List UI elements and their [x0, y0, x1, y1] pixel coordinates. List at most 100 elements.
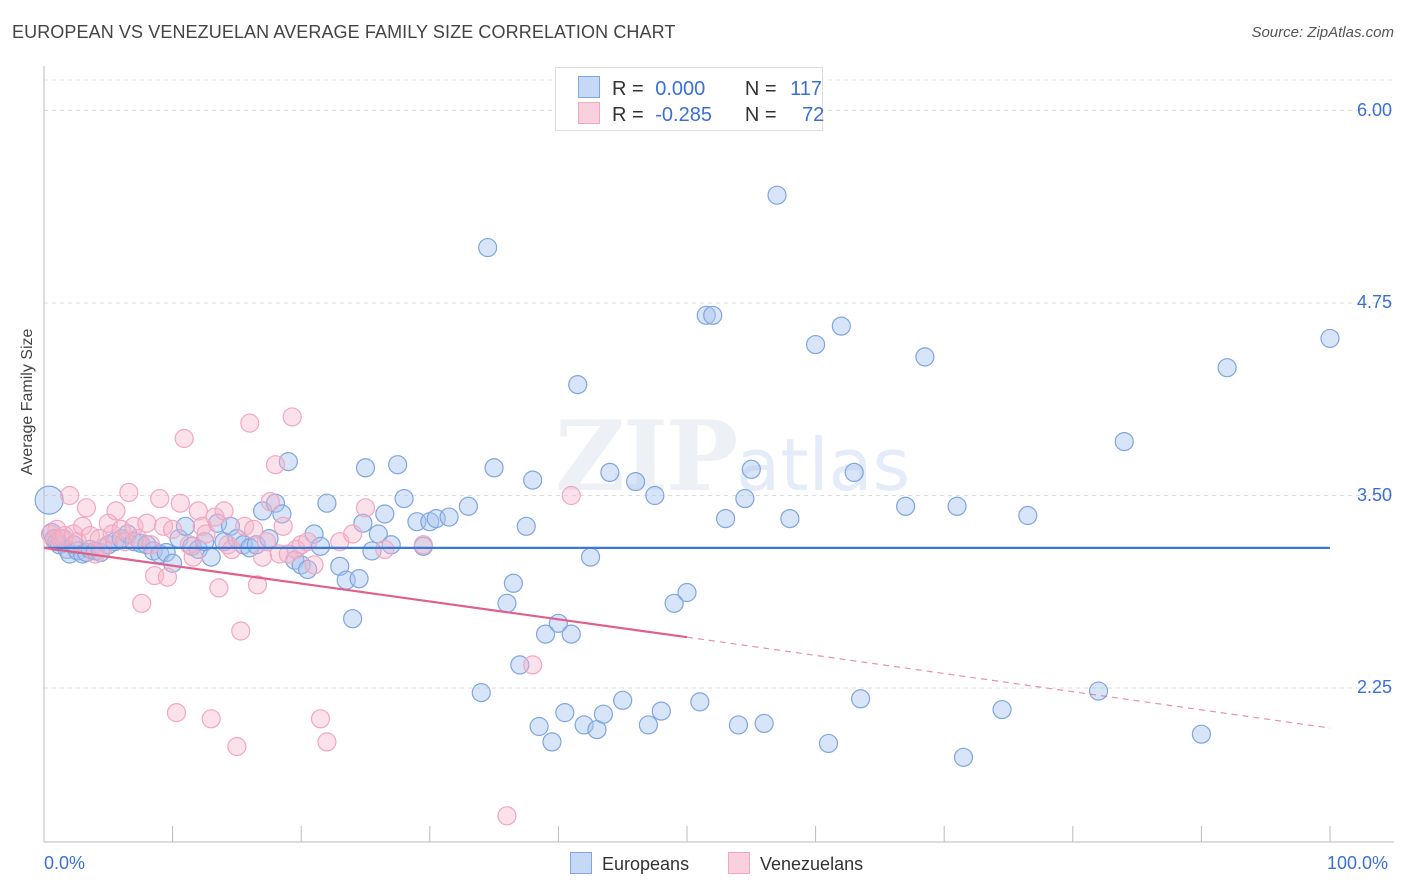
venezuelan-point	[273, 516, 293, 536]
venezuelan-point	[150, 488, 170, 509]
european-point	[805, 334, 826, 355]
y-tick-label-2: 4.75	[1356, 292, 1392, 312]
venezuelans-trend-line	[43, 546, 688, 639]
european-point	[523, 470, 543, 490]
european-point	[343, 609, 363, 629]
european-point	[896, 496, 916, 516]
european-point	[754, 713, 774, 734]
venezuelan-point	[222, 539, 242, 560]
european-point	[1217, 358, 1237, 378]
european-point	[317, 493, 337, 513]
europeans-legend-label: Europeans	[602, 854, 690, 874]
y-tick-label-3: 6.00	[1356, 99, 1392, 120]
venezuelan-point	[265, 455, 286, 475]
european-point	[690, 692, 710, 712]
watermark: ZIPatlas	[555, 400, 911, 513]
venezuelan-point	[413, 535, 433, 555]
venezuelan-point	[231, 621, 251, 641]
european-point	[728, 715, 749, 735]
venezuelan-point	[157, 567, 178, 587]
venezuelans-points	[40, 407, 581, 826]
european-point	[349, 569, 369, 589]
grid-lines	[44, 79, 1394, 689]
european-point	[715, 508, 736, 529]
european-point	[638, 715, 659, 735]
venezuelan-point	[106, 501, 126, 521]
european-point	[478, 237, 498, 258]
venezuelan-point	[227, 736, 247, 757]
european-point	[1320, 328, 1340, 349]
venezuelans-n-value: 72	[802, 104, 825, 126]
european-point	[735, 488, 755, 509]
stats-legend: R = 0.000 N = 117 R = -0.285 N = 72	[555, 67, 824, 131]
chart-title: EUROPEAN VS VENEZUELAN AVERAGE FAMILY SI…	[12, 22, 676, 42]
venezuelan-point	[375, 539, 395, 560]
venezuelan-point	[166, 703, 187, 723]
venezuelans-swatch	[578, 102, 600, 124]
european-point	[471, 683, 491, 703]
european-point	[458, 496, 478, 516]
european-point	[1114, 432, 1134, 452]
europeans-legend-swatch	[570, 852, 592, 874]
european-point	[613, 690, 633, 710]
x-tick-label-min: 0.0%	[44, 853, 86, 873]
venezuelan-point	[119, 482, 139, 503]
venezuelan-point	[260, 492, 280, 512]
venezuelans-legend-label: Venezuelans	[760, 854, 864, 874]
venezuelans-r-value: -0.285	[655, 104, 712, 126]
european-point	[915, 347, 935, 367]
legend-row-europeans: R = 0.000 N = 117	[578, 76, 822, 100]
n-label: N =	[744, 104, 777, 126]
venezuelan-point	[317, 732, 337, 752]
european-point	[568, 375, 588, 395]
european-point	[677, 582, 697, 603]
r-label: R =	[612, 104, 644, 126]
x-tick-label-max: 100.0%	[1327, 853, 1389, 873]
european-point	[516, 516, 536, 536]
european-point	[394, 488, 414, 509]
venezuelan-point	[304, 555, 324, 575]
european-point	[497, 593, 517, 613]
europeans-points	[34, 185, 1340, 767]
venezuelan-point	[244, 519, 264, 539]
european-point	[600, 462, 620, 482]
venezuelans-legend-swatch	[728, 852, 750, 874]
legend-item-europeans: Europeans	[570, 852, 689, 875]
venezuelan-point	[209, 578, 229, 598]
european-point	[310, 536, 331, 556]
european-point	[767, 185, 787, 205]
european-point	[503, 573, 523, 593]
european-point	[542, 732, 562, 752]
european-point	[388, 455, 408, 475]
european-point	[703, 305, 723, 325]
european-point	[651, 701, 671, 721]
venezuelan-point	[179, 535, 199, 555]
european-point	[580, 547, 601, 567]
y-tick-label-0: 2.25	[1356, 677, 1392, 697]
venezuelan-point	[561, 485, 581, 506]
european-point	[529, 716, 549, 737]
european-point	[593, 704, 614, 724]
european-point	[844, 462, 864, 482]
venezuelan-point	[196, 524, 216, 544]
european-point	[1088, 681, 1109, 701]
european-point	[1018, 505, 1038, 526]
legend-row-venezuelans: R = -0.285 N = 72	[578, 102, 824, 126]
european-point	[34, 485, 64, 515]
y-tick-label-1: 3.50	[1356, 484, 1392, 505]
european-point	[696, 305, 716, 325]
venezuelan-point	[523, 655, 543, 675]
european-point	[780, 508, 800, 529]
legend-item-venezuelans: Venezuelans	[728, 852, 863, 875]
axes	[43, 66, 1394, 843]
venezuelan-point	[240, 413, 260, 433]
european-point	[535, 624, 556, 644]
european-point	[947, 496, 967, 516]
venezuelan-point	[343, 524, 363, 544]
europeans-n-value: 117	[790, 78, 822, 100]
venezuelan-point	[310, 709, 331, 729]
europeans-r-value: 0.000	[655, 78, 706, 100]
venezuelan-point	[60, 485, 80, 506]
european-point	[201, 547, 221, 567]
